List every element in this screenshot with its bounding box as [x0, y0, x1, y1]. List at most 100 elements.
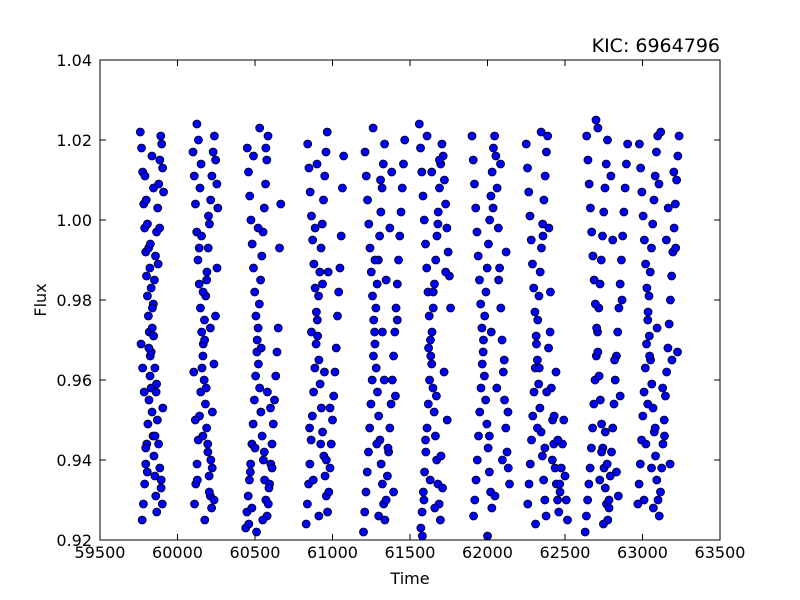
data-point — [531, 519, 540, 529]
data-point — [192, 475, 202, 485]
data-point — [254, 299, 264, 309]
data-point — [245, 191, 255, 201]
data-point — [308, 475, 318, 485]
data-point — [496, 303, 506, 313]
data-point — [540, 495, 550, 505]
data-point — [302, 499, 312, 509]
data-point — [152, 507, 162, 517]
data-point — [157, 499, 167, 509]
data-point — [138, 499, 148, 509]
data-point — [471, 475, 481, 485]
data-point — [139, 387, 149, 397]
data-point — [192, 119, 202, 129]
data-point — [141, 459, 151, 469]
data-point — [270, 395, 279, 405]
data-point — [314, 355, 324, 365]
data-point — [648, 503, 658, 513]
chart-title: KIC: 6964796 — [592, 35, 720, 57]
data-point — [583, 495, 593, 505]
data-point — [636, 163, 646, 173]
data-point — [503, 407, 513, 417]
data-point — [427, 327, 437, 337]
data-point — [637, 187, 647, 197]
data-point — [247, 503, 257, 513]
data-point — [593, 123, 603, 133]
data-point — [591, 115, 601, 125]
data-point — [502, 447, 512, 457]
data-point — [647, 379, 657, 389]
data-point — [242, 143, 252, 153]
data-point — [158, 403, 168, 413]
data-point — [190, 415, 200, 425]
data-point — [608, 235, 618, 245]
data-point — [137, 143, 146, 153]
data-point — [254, 359, 263, 369]
data-point — [262, 155, 272, 165]
data-point — [537, 243, 546, 253]
data-point — [647, 463, 656, 473]
data-point — [610, 375, 620, 385]
data-point — [541, 511, 551, 521]
data-point — [362, 467, 372, 477]
data-point — [266, 403, 275, 413]
data-point — [658, 383, 668, 393]
data-point — [329, 391, 339, 401]
data-point — [140, 479, 150, 489]
data-point — [484, 467, 494, 477]
data-point — [417, 167, 427, 177]
data-point — [389, 487, 398, 497]
data-point — [339, 151, 349, 161]
data-point — [196, 303, 205, 313]
data-point — [368, 123, 378, 133]
data-point — [498, 367, 508, 377]
data-point — [267, 463, 277, 473]
data-point — [585, 463, 595, 473]
data-point — [467, 131, 477, 141]
data-point — [197, 327, 207, 337]
data-point — [673, 347, 682, 357]
data-point — [201, 383, 211, 393]
data-point — [544, 343, 553, 353]
data-point — [249, 151, 258, 161]
data-point — [563, 515, 572, 525]
data-point — [524, 187, 534, 197]
data-point — [191, 199, 200, 209]
data-point — [491, 151, 501, 161]
data-point — [669, 223, 679, 233]
data-point — [431, 391, 441, 401]
data-point — [145, 239, 155, 249]
y-tick-label: 0.98 — [56, 291, 92, 310]
data-point — [545, 327, 555, 337]
data-point — [206, 455, 216, 465]
data-point — [543, 131, 553, 141]
data-point — [526, 235, 536, 245]
data-point — [317, 219, 327, 229]
data-point — [205, 323, 215, 333]
data-point — [604, 503, 614, 513]
data-point — [619, 207, 629, 217]
data-point — [643, 307, 653, 317]
data-point — [212, 179, 222, 189]
data-point — [149, 183, 158, 193]
data-point — [425, 475, 435, 485]
data-point — [480, 311, 490, 321]
data-point — [479, 335, 488, 345]
data-point — [539, 475, 549, 485]
data-point — [652, 323, 662, 333]
data-point — [246, 215, 256, 225]
data-point — [250, 443, 260, 453]
data-point — [361, 171, 371, 181]
data-point — [538, 231, 548, 241]
data-point — [523, 163, 532, 173]
data-point — [380, 139, 389, 149]
x-axis-label: Time — [389, 569, 429, 588]
data-point — [204, 211, 213, 221]
data-point — [152, 415, 162, 425]
data-point — [428, 287, 438, 297]
data-point — [530, 307, 540, 317]
data-point — [155, 463, 165, 473]
data-point — [499, 355, 509, 365]
data-point — [433, 207, 443, 217]
data-point — [253, 323, 263, 333]
data-point — [319, 195, 328, 205]
